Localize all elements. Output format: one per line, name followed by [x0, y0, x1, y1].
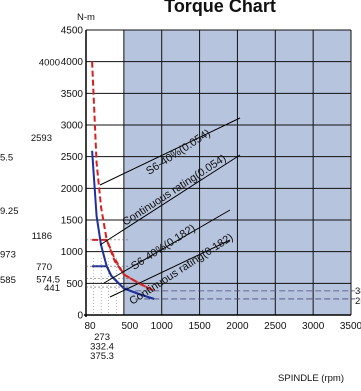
annotation-pointer	[103, 209, 231, 284]
annotation-pointer	[109, 239, 231, 298]
y-annotation-label: 4000	[39, 58, 60, 69]
left-value-label: 585	[0, 275, 16, 286]
left-value-label: 9.25	[0, 206, 19, 217]
y-tick-label: 1500	[61, 216, 84, 227]
y-tick-label: 3500	[61, 89, 84, 100]
right-value-label: 253.6	[355, 296, 361, 307]
chart-title: Torque Chart	[164, 0, 276, 16]
series-line-1	[91, 61, 155, 292]
y-annotation-label: 2593	[31, 133, 52, 144]
x-tick-label: 500	[122, 321, 139, 332]
x-annotation-label: 375.3	[90, 351, 114, 362]
left-value-label: 5.5	[0, 153, 13, 164]
y-tick-label: 2500	[61, 152, 84, 163]
x-axis-label: SPINDLE (rpm)	[278, 373, 344, 384]
y-tick-label: 1000	[61, 247, 84, 258]
y-tick-label: 4000	[61, 57, 84, 68]
x-tick-label: 1000	[151, 321, 174, 332]
y-tick-label: 2000	[61, 184, 84, 195]
x-tick-label: 3000	[302, 321, 325, 332]
annotation-pointer	[99, 117, 241, 186]
y-axis-unit-label: N-m	[77, 12, 95, 23]
y-annotation-label: 770	[36, 262, 52, 273]
x-tick-label: 2500	[264, 321, 287, 332]
series-lines	[91, 61, 155, 300]
x-tick-label: 2000	[226, 321, 249, 332]
y-annotation-label: 1186	[32, 231, 52, 242]
series-line-4	[92, 265, 155, 300]
x-annotation-label: 332.4	[90, 342, 114, 353]
y-annotation-label: 441	[44, 283, 60, 294]
annotation-arrows	[86, 117, 355, 300]
y-tick-label: 500	[66, 279, 83, 290]
y-annotation-label: 574.5	[36, 275, 60, 286]
right-value-label: 380.4	[355, 286, 361, 297]
y-tick-label: 4500	[61, 26, 84, 37]
y-tick-label: 3000	[61, 121, 84, 132]
x-annotation-label: 273	[94, 332, 110, 343]
series-line-3	[92, 238, 155, 292]
x-tick-label: 80	[84, 321, 96, 332]
x-tick-label: 1500	[188, 321, 211, 332]
annotation-pointer	[99, 154, 241, 246]
plot-background-low-speed	[86, 30, 124, 315]
grid-lines	[84, 29, 352, 317]
left-value-label: 973	[0, 249, 16, 260]
x-tick-label: 3500	[340, 321, 361, 332]
y-tick-label: 0	[77, 311, 83, 322]
